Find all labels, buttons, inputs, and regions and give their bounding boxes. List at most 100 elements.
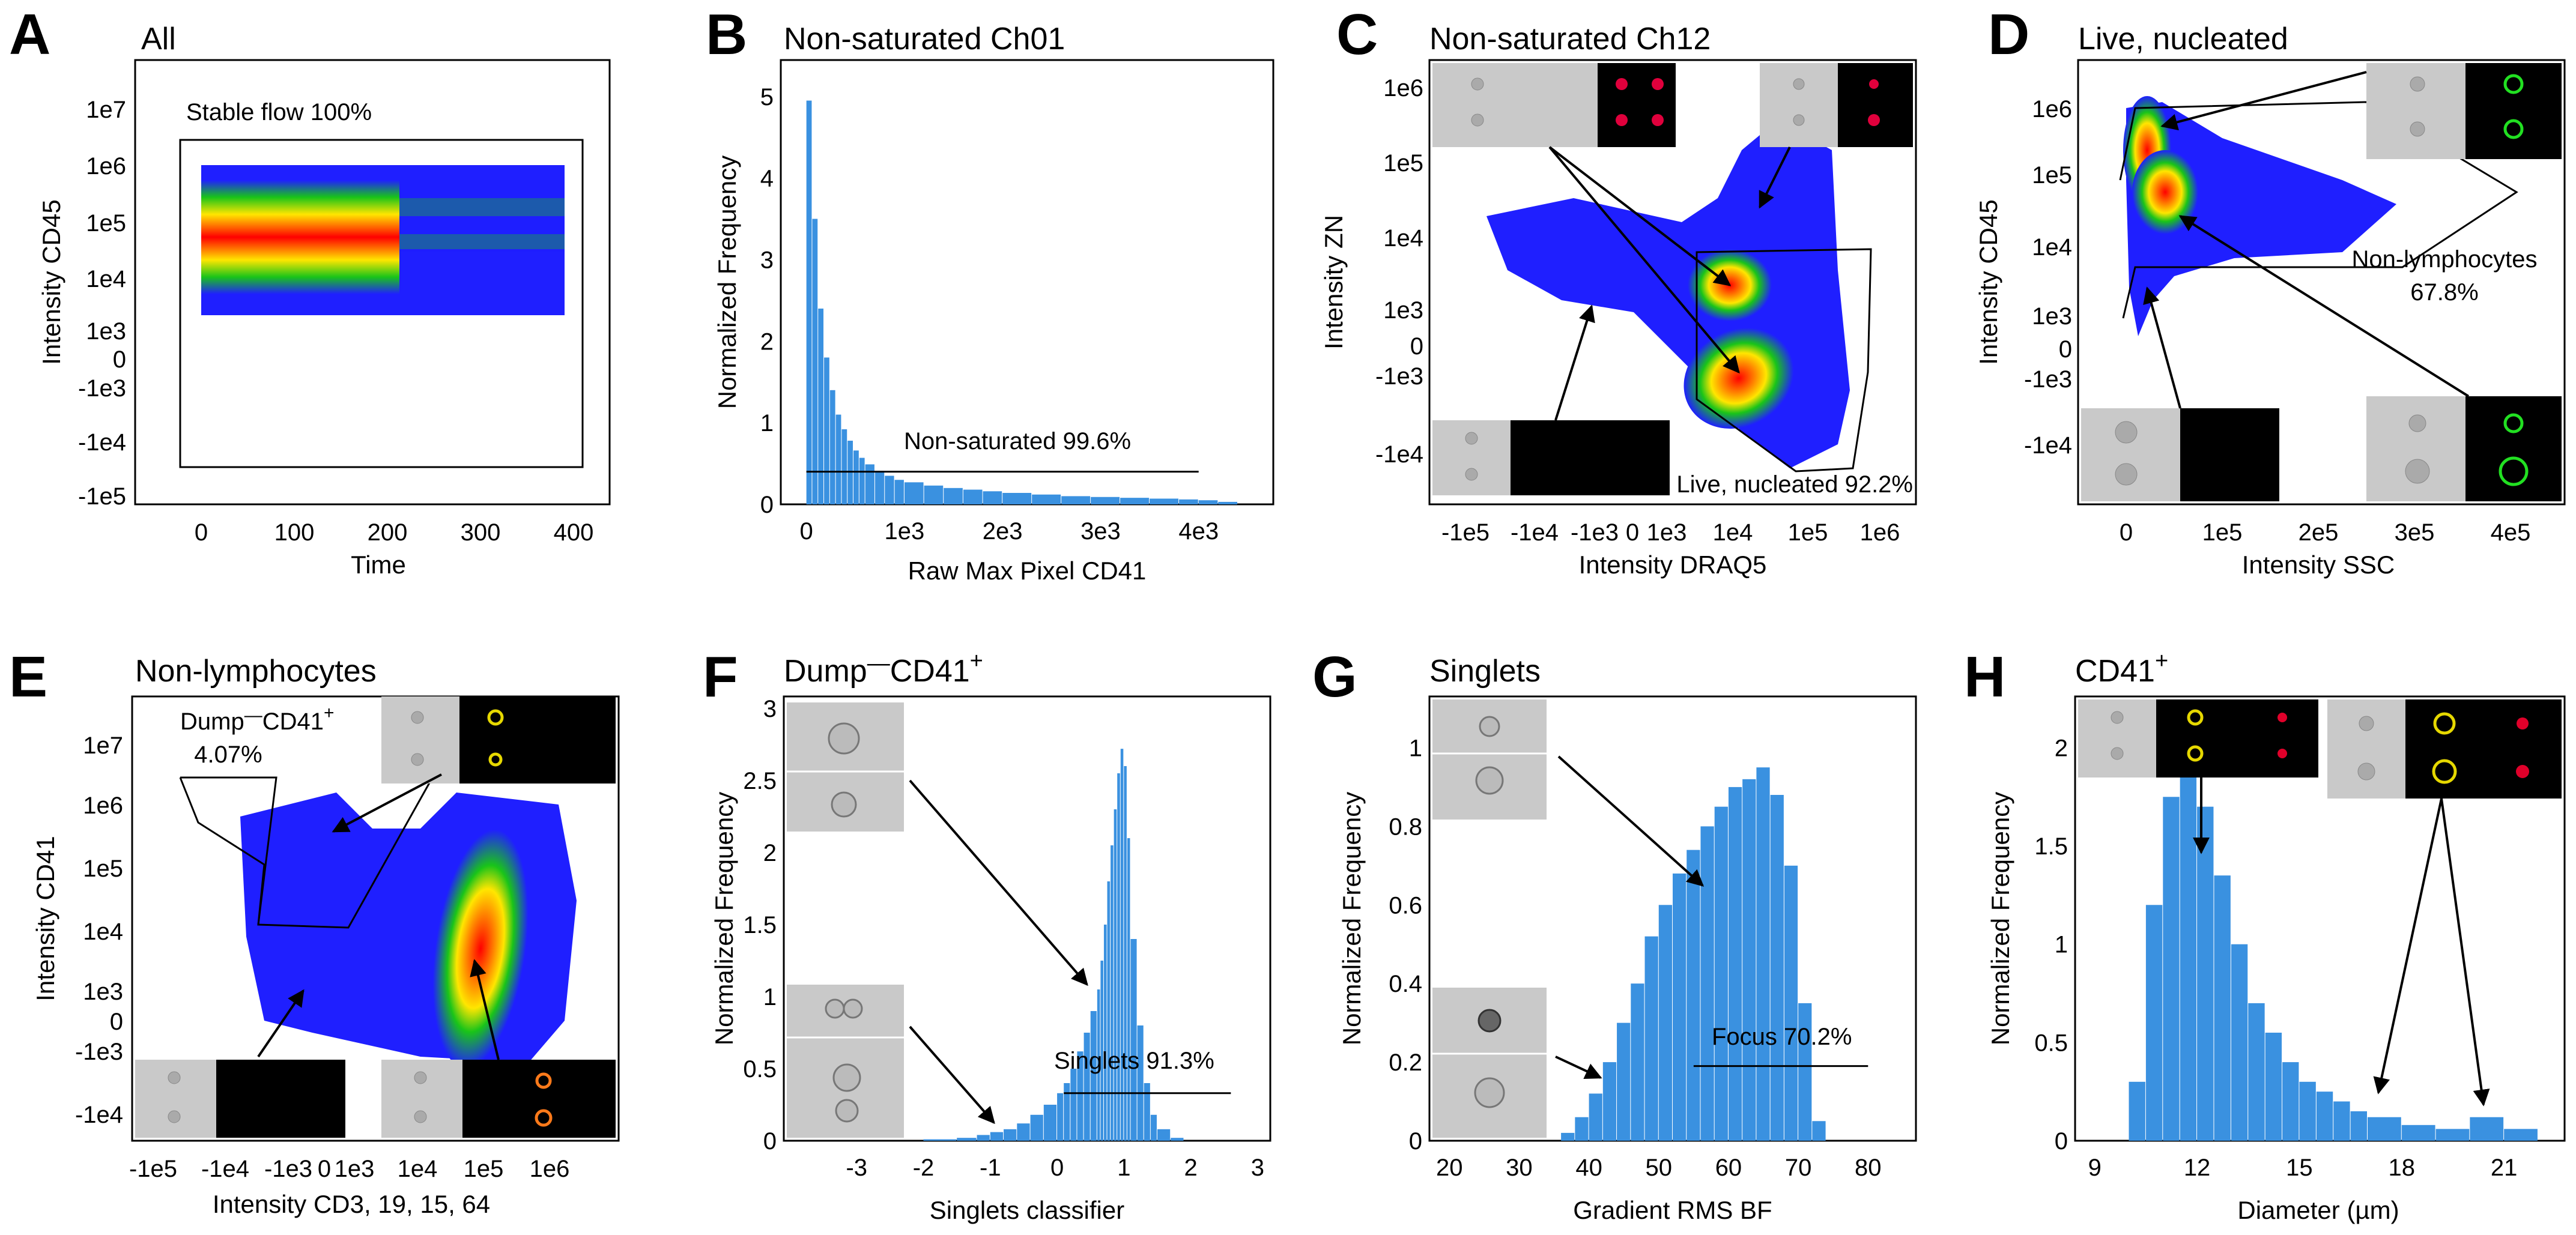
histogram-bar xyxy=(924,485,944,504)
y-tick-label: 5 xyxy=(760,84,774,110)
histogram-bar xyxy=(1057,1093,1064,1141)
gate-name: Dump—CD41+ xyxy=(180,703,335,735)
y-axis-label: Intensity CD41 xyxy=(31,836,59,1001)
histogram-bar xyxy=(1127,838,1130,1141)
histogram-bar xyxy=(2180,757,2197,1141)
x-tick-label: -1e4 xyxy=(1511,519,1559,546)
gate-edge xyxy=(179,777,265,925)
x-tick-label: -1e5 xyxy=(129,1156,177,1182)
y-tick-label: 0 xyxy=(1409,1128,1422,1155)
gate-percent: 4.07% xyxy=(194,741,262,768)
y-tick-label: 1e5 xyxy=(2032,162,2072,189)
histogram-bar xyxy=(2299,1081,2316,1141)
y-tick-label: 1e4 xyxy=(86,266,126,292)
histogram-bar xyxy=(1130,939,1137,1141)
histogram-bar xyxy=(2129,1081,2145,1141)
x-tick-label: 1e5 xyxy=(2202,519,2243,546)
y-tick-label: 2 xyxy=(763,840,777,866)
x-tick-label: 50 xyxy=(1646,1155,1673,1181)
histogram-bar xyxy=(829,390,835,504)
panel-d: D Live, nucleated Non-lymphocytes 67.8% xyxy=(1974,2,2566,579)
x-tick-label: -1e4 xyxy=(201,1156,249,1182)
histogram-bar xyxy=(812,219,818,504)
histogram-bar xyxy=(2265,1033,2282,1141)
x-axis-label: Gradient RMS BF xyxy=(1573,1196,1772,1224)
histogram-bar xyxy=(1091,497,1120,504)
x-tick-label: 9 xyxy=(2088,1155,2102,1181)
histogram-bar xyxy=(1756,767,1770,1141)
panel-letter: D xyxy=(1988,2,2029,67)
y-tick-label: -1e3 xyxy=(78,375,126,402)
histogram-bar xyxy=(818,308,824,504)
histogram-bar xyxy=(2197,806,2214,1141)
x-tick-label: 1e3 xyxy=(885,518,925,545)
histogram-bar xyxy=(1812,1121,1826,1141)
y-tick-label: 1e5 xyxy=(1383,150,1423,177)
y-tick-label: 1 xyxy=(2055,932,2068,958)
x-tick-label: 40 xyxy=(1575,1155,1602,1181)
histogram-bar xyxy=(1602,1062,1617,1141)
x-tick-label: 1e3 xyxy=(1647,519,1687,546)
y-tick-label: 0 xyxy=(2055,1128,2068,1155)
histogram-bar xyxy=(2282,1062,2299,1141)
y-tick-label: 0.4 xyxy=(1389,971,1422,997)
histogram-bar xyxy=(1218,501,1238,504)
panel-letter: C xyxy=(1336,2,1378,67)
x-tick-label: 1e4 xyxy=(1713,519,1753,546)
histogram-bar xyxy=(1631,983,1644,1141)
y-tick-label: 1 xyxy=(763,984,777,1010)
y-tick-label: 2.5 xyxy=(743,768,777,794)
histogram-bar xyxy=(944,488,963,504)
x-ticks: 0 100 200 300 400 xyxy=(195,519,594,546)
y-ticks: 0 0.2 0.4 0.6 0.8 1 xyxy=(1389,735,1422,1155)
y-tick-label: 1e4 xyxy=(1383,225,1423,252)
histogram xyxy=(1561,767,1826,1141)
histogram-bar xyxy=(1673,873,1687,1141)
y-tick-label: 1e3 xyxy=(83,979,123,1005)
cell-image-inset xyxy=(1432,420,1670,495)
y-tick-label: 1e6 xyxy=(86,153,126,180)
panel-letter: G xyxy=(1312,645,1357,709)
gate-label: Live, nucleated 92.2% xyxy=(1676,471,1913,498)
y-tick-label: -1e4 xyxy=(78,429,126,456)
histogram-bar xyxy=(1090,1011,1097,1141)
y-tick-label: 1e3 xyxy=(86,318,126,345)
y-tick-label: 1e6 xyxy=(83,793,123,819)
y-tick-label: -1e4 xyxy=(2024,432,2072,459)
x-tick-label: -1e5 xyxy=(1441,519,1490,546)
y-tick-label: 2 xyxy=(760,328,774,355)
histogram-bar xyxy=(1083,1033,1090,1141)
y-tick-label: -1e3 xyxy=(1375,363,1423,390)
y-tick-label: 1e4 xyxy=(83,919,123,945)
y-ticks: 1e6 1e5 1e4 1e3 0 -1e3 -1e4 xyxy=(1375,75,1423,468)
x-axis-label: Singlets classifier xyxy=(930,1196,1124,1224)
panel-title: Non-lymphocytes xyxy=(135,654,377,689)
histogram-bar xyxy=(2504,1129,2538,1141)
histogram-bar xyxy=(1097,989,1100,1141)
x-tick-label: 30 xyxy=(1506,1155,1533,1181)
y-tick-label: 3 xyxy=(763,696,777,722)
plot-frame xyxy=(780,59,1274,506)
y-tick-label: 0.5 xyxy=(743,1056,777,1083)
x-axis-label: Intensity DRAQ5 xyxy=(1579,551,1767,579)
y-tick-label: -1e3 xyxy=(75,1039,123,1065)
histogram-bar xyxy=(1002,492,1032,504)
y-tick-label: 0 xyxy=(110,1009,123,1035)
y-tick-label: 0 xyxy=(763,1128,777,1155)
x-tick-label: 3e5 xyxy=(2395,519,2435,546)
panel-letter: A xyxy=(9,2,50,67)
y-tick-label: 1 xyxy=(760,410,774,436)
x-axis-label: Diameter (µm) xyxy=(2237,1196,2399,1224)
y-tick-label: 1.5 xyxy=(2034,833,2068,860)
gate xyxy=(179,139,584,468)
histogram-bar xyxy=(1111,845,1114,1141)
y-tick-label: 1e5 xyxy=(83,856,123,882)
panel-b: B Non-saturated Ch01 Non-saturated 99.6%… xyxy=(706,2,1274,585)
x-tick-label: 20 xyxy=(1436,1155,1463,1181)
x-axis-label: Raw Max Pixel CD41 xyxy=(908,557,1147,585)
histogram-bar xyxy=(990,1132,1004,1141)
histogram-bar xyxy=(2231,944,2248,1141)
gate-label: Non-saturated 99.6% xyxy=(904,428,1131,454)
histogram xyxy=(923,749,1184,1141)
y-tick-label: 1e3 xyxy=(1383,297,1423,324)
